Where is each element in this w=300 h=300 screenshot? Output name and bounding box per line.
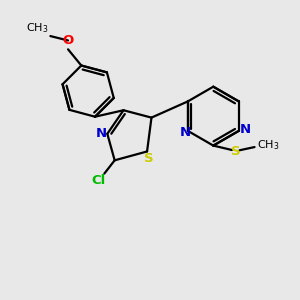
Text: CH$_3$: CH$_3$	[26, 21, 48, 34]
Text: Cl: Cl	[91, 174, 106, 188]
Text: CH$_3$: CH$_3$	[257, 139, 279, 152]
Text: N: N	[179, 126, 191, 139]
Text: N: N	[240, 123, 251, 136]
Text: N: N	[95, 127, 106, 140]
Text: O: O	[62, 34, 74, 47]
Text: S: S	[231, 145, 240, 158]
Text: S: S	[144, 152, 153, 165]
